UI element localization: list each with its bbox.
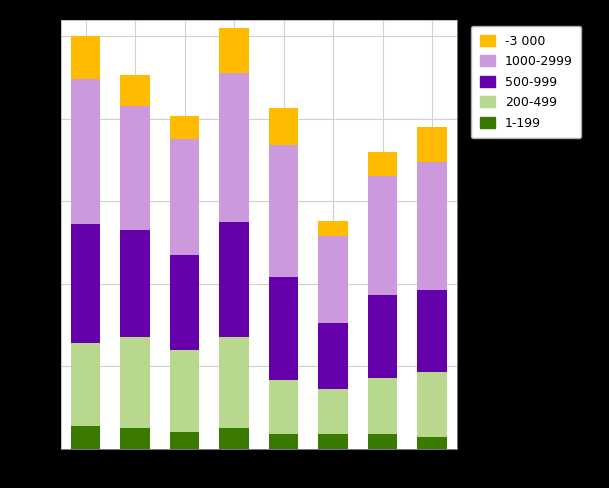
Bar (269, 277, 298, 381)
Bar (417, 162, 447, 289)
Bar (368, 152, 397, 176)
Bar (170, 139, 200, 255)
Bar (368, 378, 397, 434)
Bar (219, 428, 249, 449)
Bar (318, 388, 348, 434)
Bar (269, 108, 298, 145)
Bar (71, 224, 100, 343)
Bar (170, 432, 200, 449)
Bar (269, 434, 298, 449)
Bar (318, 323, 348, 388)
Bar (417, 437, 447, 449)
Bar (121, 428, 150, 449)
Bar (417, 289, 447, 372)
Bar (121, 338, 150, 428)
Bar (417, 372, 447, 437)
Bar (219, 338, 249, 428)
Bar (368, 434, 397, 449)
Bar (417, 127, 447, 162)
Bar (121, 230, 150, 338)
Bar (170, 350, 200, 432)
Bar (71, 79, 100, 224)
Bar (170, 116, 200, 139)
Bar (219, 222, 249, 338)
Bar (170, 255, 200, 350)
Bar (121, 75, 150, 106)
Bar (121, 106, 150, 230)
Legend: -3 000, 1000-2999, 500-999, 200-499, 1-199: -3 000, 1000-2999, 500-999, 200-499, 1-1… (471, 26, 582, 138)
Bar (71, 426, 100, 449)
Bar (318, 221, 348, 236)
Bar (368, 176, 397, 295)
Bar (318, 236, 348, 323)
Bar (269, 381, 298, 434)
Bar (368, 295, 397, 378)
Bar (219, 73, 249, 222)
Bar (318, 434, 348, 449)
Bar (71, 343, 100, 426)
Bar (219, 28, 249, 73)
Bar (269, 145, 298, 277)
Bar (71, 36, 100, 79)
